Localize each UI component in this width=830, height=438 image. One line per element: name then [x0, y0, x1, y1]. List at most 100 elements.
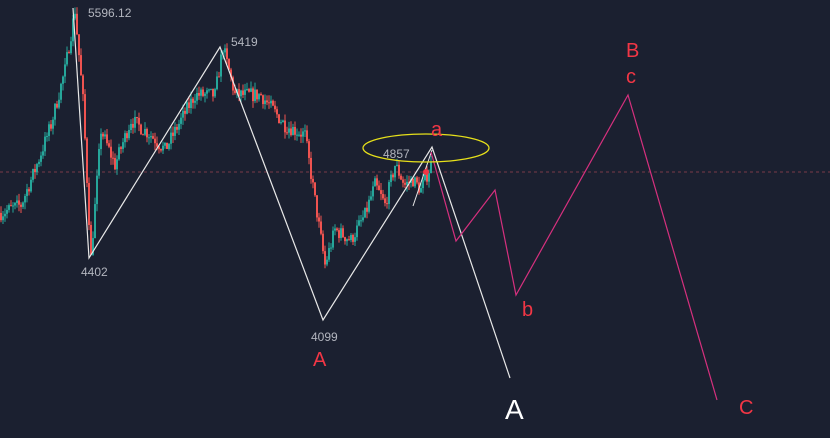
- candle-body: [416, 177, 418, 183]
- candle-body: [124, 133, 126, 143]
- candle-body: [100, 133, 102, 150]
- candle-body: [220, 54, 222, 77]
- candle-body: [248, 89, 250, 92]
- candle-body: [344, 237, 346, 242]
- candle-body: [116, 159, 118, 170]
- candle-body: [18, 200, 20, 205]
- candle-body: [40, 155, 42, 162]
- candle-body: [282, 120, 284, 123]
- candle-body: [74, 13, 76, 19]
- candle-body: [42, 151, 44, 156]
- candle-body: [102, 133, 104, 137]
- candle-body: [384, 198, 386, 204]
- candle-body: [342, 228, 344, 238]
- candle-body: [216, 76, 218, 90]
- candle-body: [242, 90, 244, 95]
- candle-body: [398, 164, 400, 176]
- candle-body: [280, 122, 282, 124]
- candle-body: [52, 119, 54, 129]
- candle-body: [34, 168, 36, 173]
- candle-body: [186, 102, 188, 114]
- candle-body: [130, 123, 132, 131]
- candle-body: [394, 165, 396, 178]
- candle-body: [312, 178, 314, 183]
- candle-body: [372, 186, 374, 197]
- candle-body: [46, 136, 48, 138]
- candle-body: [142, 134, 144, 136]
- candle-body: [76, 13, 78, 35]
- candle-body: [92, 238, 94, 255]
- candle-body: [400, 175, 402, 180]
- candle-body: [160, 149, 162, 151]
- candle-body: [412, 178, 414, 187]
- candle-body: [112, 157, 114, 159]
- candle-body: [98, 149, 100, 176]
- candle-body: [10, 205, 12, 207]
- candle-body: [380, 190, 382, 194]
- candle-body: [262, 95, 264, 105]
- label-wave-a-price: 4857: [383, 147, 410, 161]
- candle-body: [244, 89, 246, 95]
- wave-projection-line: [430, 93, 718, 401]
- candle-body: [388, 182, 390, 204]
- candle-body: [364, 207, 366, 218]
- candle-body: [302, 131, 304, 137]
- candle-body: [270, 100, 272, 104]
- candle-body: [202, 89, 204, 96]
- candle-body: [368, 199, 370, 212]
- candle-body: [154, 138, 156, 144]
- candle-body: [288, 128, 290, 133]
- candle-body: [362, 217, 364, 221]
- candle-body: [338, 230, 340, 238]
- candle-body: [228, 58, 230, 70]
- candle-body: [164, 142, 166, 146]
- candle-body: [246, 89, 248, 91]
- candle-body: [190, 98, 192, 108]
- candle-body: [390, 174, 392, 183]
- candle-body: [28, 189, 30, 192]
- candle-body: [352, 234, 354, 242]
- candle-body: [258, 94, 260, 100]
- candle-body: [212, 88, 214, 97]
- candle-body: [30, 179, 32, 192]
- candle-body: [210, 88, 212, 90]
- candle-body: [182, 110, 184, 118]
- candle-body: [106, 134, 108, 144]
- candle-body: [428, 173, 430, 182]
- candle-body: [260, 94, 262, 96]
- candle-body: [180, 117, 182, 124]
- candle-body: [70, 41, 72, 54]
- wave-label-b: b: [522, 299, 533, 321]
- candle-body: [152, 136, 154, 139]
- candle-body: [58, 99, 60, 108]
- candle-body: [200, 89, 202, 96]
- candle-body: [60, 83, 62, 100]
- candle-body: [340, 228, 342, 238]
- candle-body: [178, 123, 180, 130]
- candle-body: [38, 161, 40, 165]
- candle-body: [252, 88, 254, 102]
- candle-body: [234, 90, 236, 94]
- label-high2: 5419: [231, 35, 258, 49]
- candle-body: [204, 93, 206, 96]
- candle-body: [404, 182, 406, 185]
- candle-body: [274, 105, 276, 110]
- candle-body: [256, 89, 258, 100]
- label-low1: 4402: [81, 265, 108, 279]
- candle-body: [392, 174, 394, 178]
- candle-body: [378, 185, 380, 191]
- candle-body: [140, 124, 142, 135]
- candle-body: [232, 77, 234, 91]
- candle-body: [66, 52, 68, 65]
- candle-body: [314, 182, 316, 196]
- candle-body: [322, 233, 324, 252]
- candle-body: [294, 126, 296, 135]
- candle-body: [406, 181, 408, 185]
- candle-body: [118, 147, 120, 160]
- candle-body: [94, 204, 96, 239]
- candle-body: [328, 248, 330, 260]
- candle-body: [266, 100, 268, 103]
- candle-body: [370, 196, 372, 200]
